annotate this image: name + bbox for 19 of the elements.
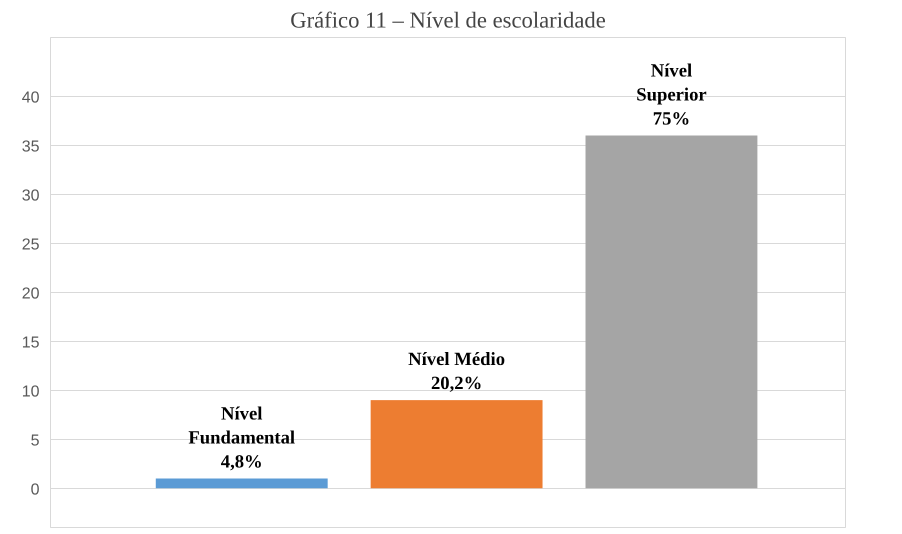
y-tick-label: 30 bbox=[22, 187, 40, 204]
annotation: 4,8% bbox=[220, 452, 263, 473]
y-tick-label: 15 bbox=[22, 334, 40, 352]
annotation: 75% bbox=[652, 108, 690, 130]
annotation: 20,2% bbox=[430, 373, 482, 394]
bar bbox=[370, 400, 543, 488]
chart-title: Gráfico 11 – Nível de escolaridade bbox=[290, 8, 606, 32]
y-tick-label: 20 bbox=[22, 285, 40, 302]
y-tick-label: 35 bbox=[22, 138, 40, 156]
x-tick-label: Nível Médio bbox=[408, 349, 506, 370]
bar bbox=[156, 478, 328, 488]
y-tick-label: 10 bbox=[22, 383, 40, 400]
x-tick-label: Nível Fundamental bbox=[188, 403, 296, 449]
x-tick-label: Nível Superior bbox=[636, 60, 707, 106]
y-tick-label: 0 bbox=[30, 481, 40, 498]
y-tick-label: 5 bbox=[30, 432, 40, 450]
y-tick-label: 40 bbox=[22, 89, 40, 106]
y-tick-label: 25 bbox=[22, 236, 40, 254]
bar bbox=[586, 136, 758, 488]
